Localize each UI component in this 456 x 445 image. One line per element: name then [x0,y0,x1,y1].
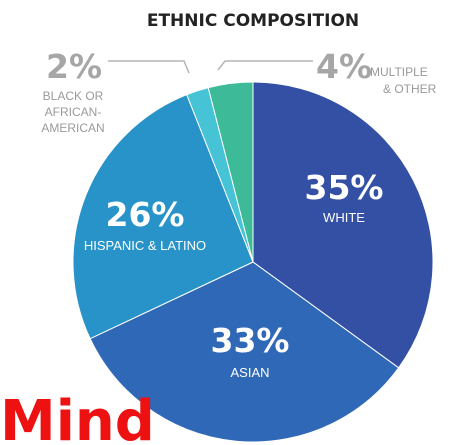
pie-slice-multiple [207,81,254,263]
pie-slice-white [252,81,434,369]
slice-label-multiple-line1: MULTIPLE [370,65,428,79]
overlay-red-text: Mind [0,389,155,445]
chart-title: ETHNIC COMPOSITION [147,11,359,31]
slice-label-white: WHITE [323,210,365,225]
pie-slice-asian [89,261,400,443]
slice-label-black-line3: AMERICAN [41,121,104,135]
slice-label-asian-percent: 33% [211,321,290,360]
pie-slice-hispanic [72,93,254,340]
slice-label-multiple-percent: 4% [316,47,372,86]
slice-label-hispanic-percent: 26% [106,195,185,234]
slice-label-black-line2: AFRICAN- [45,105,102,119]
slice-label-hispanic: HISPANIC & LATINO [84,238,206,253]
slice-label-black-percent: 2% [46,47,102,86]
slice-label-multiple-line2: & OTHER [383,82,437,96]
pie-slices [72,81,434,443]
leader-line-black [108,60,190,74]
slice-label-white-percent: 35% [305,168,384,207]
leader-line-multiple [217,60,313,71]
slice-label-asian: ASIAN [230,365,269,380]
slice-label-black-line1: BLACK OR [43,89,104,103]
